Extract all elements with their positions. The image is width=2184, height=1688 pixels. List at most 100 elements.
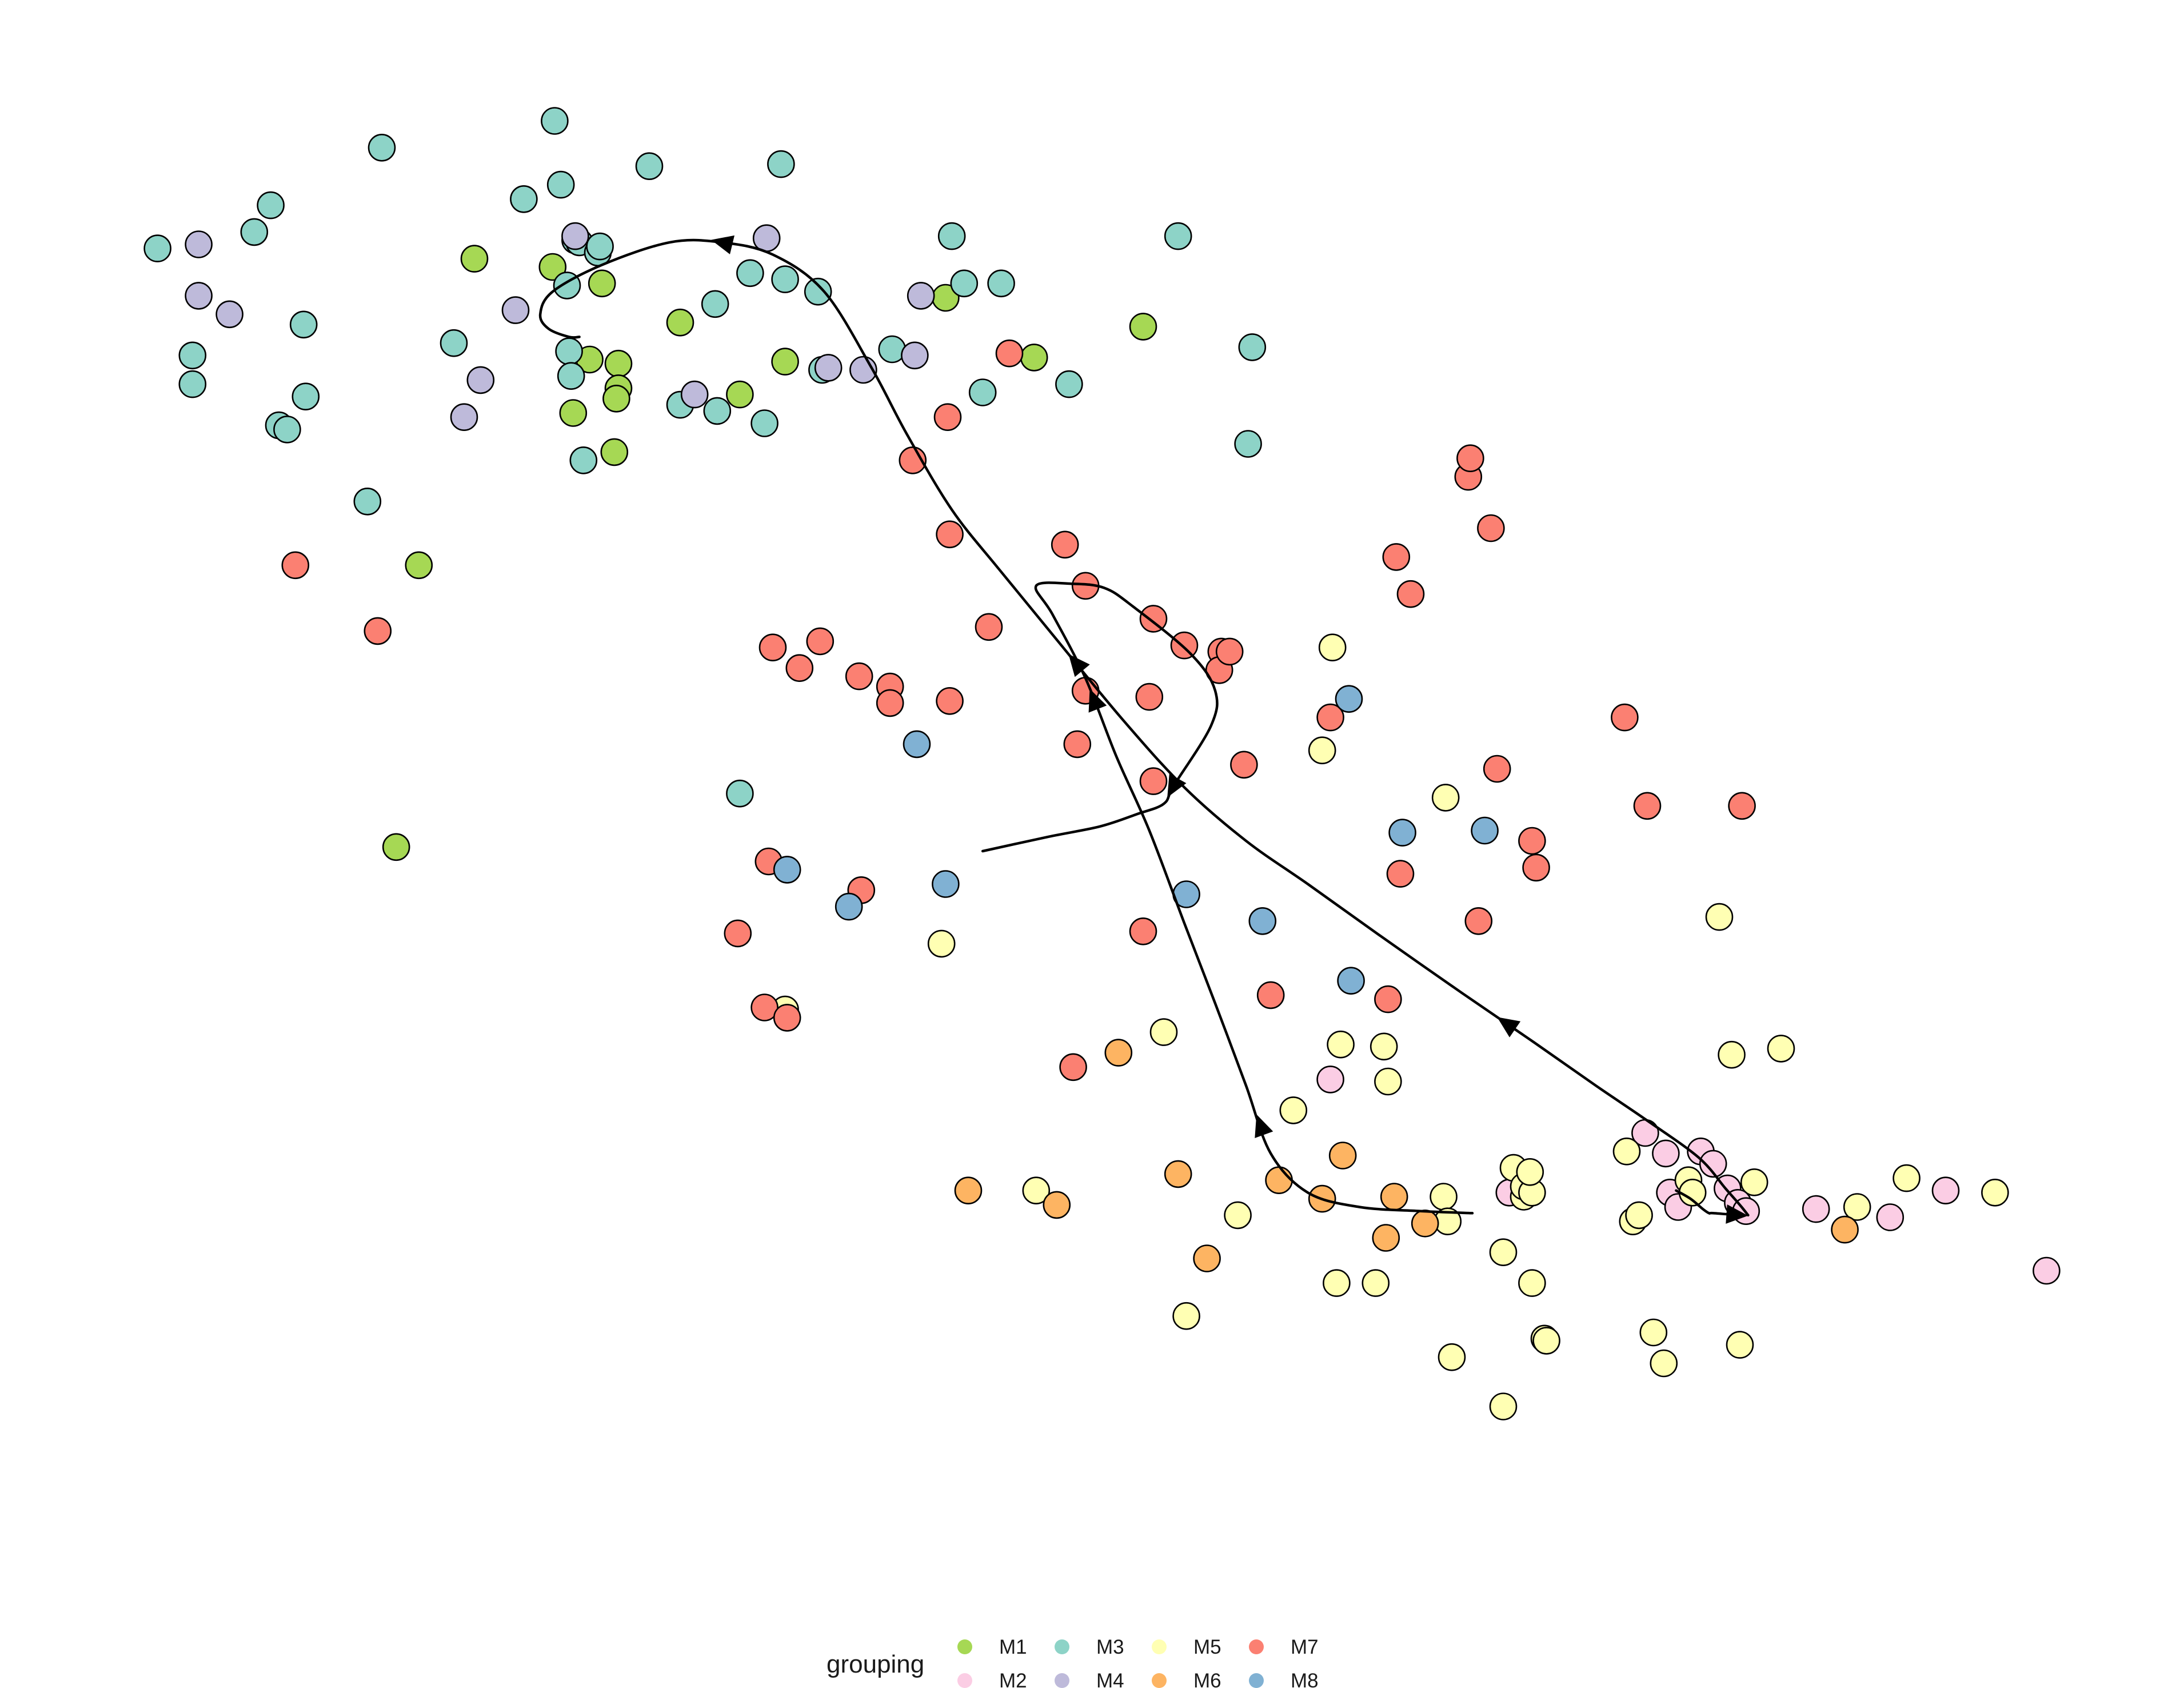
data-point-m3: [1238, 333, 1267, 361]
data-point-m3: [178, 341, 207, 370]
data-point-m7: [724, 919, 752, 948]
data-point-m3: [143, 234, 171, 262]
data-point-m7: [1396, 580, 1425, 608]
trajectory-curve: [538, 238, 1750, 1217]
data-point-m5: [1430, 1183, 1458, 1211]
data-point-m1: [666, 308, 694, 337]
data-point-m4: [215, 300, 243, 329]
data-point-m5: [1726, 1331, 1754, 1359]
data-point-m7: [1518, 827, 1546, 855]
data-point-m5: [1370, 1032, 1398, 1061]
data-point-m5: [1438, 1343, 1466, 1371]
data-point-m5: [1740, 1168, 1768, 1196]
data-point-m5: [1224, 1201, 1252, 1230]
data-point-m7: [1611, 703, 1639, 732]
data-point-m1: [405, 551, 433, 580]
data-point-m4: [466, 366, 495, 394]
data-point-m6: [1193, 1244, 1221, 1272]
data-point-m3: [440, 329, 468, 357]
legend-key-m3: [1055, 1639, 1069, 1654]
data-point-m1: [588, 269, 616, 298]
data-point-m6: [1831, 1215, 1859, 1244]
data-point-m8: [835, 892, 863, 921]
data-point-m3: [987, 269, 1015, 298]
data-point-m7: [845, 662, 873, 691]
data-point-m7: [995, 339, 1024, 368]
data-point-m3: [289, 310, 318, 339]
data-point-m3: [368, 133, 396, 162]
data-point-m7: [1256, 981, 1285, 1009]
data-point-m4: [561, 222, 589, 250]
data-point-m7: [936, 687, 964, 715]
legend-key-m1: [957, 1639, 972, 1654]
data-point-m5: [1639, 1318, 1668, 1347]
trajectory-curve: [981, 581, 1474, 1215]
data-point-m5: [1981, 1179, 2009, 1207]
data-point-m7: [773, 1004, 801, 1032]
legend-label-m6: M6: [1193, 1670, 1221, 1688]
data-point-m3: [240, 218, 269, 246]
data-point-m8: [903, 730, 931, 759]
data-point-m4: [814, 354, 843, 382]
data-point-m7: [975, 613, 1003, 641]
data-point-m4: [501, 296, 530, 324]
data-point-m3: [1164, 222, 1192, 250]
data-point-m3: [569, 446, 598, 474]
data-point-m3: [703, 397, 732, 425]
data-point-m5: [1489, 1392, 1518, 1420]
data-point-m3: [257, 191, 285, 220]
data-point-m8: [1337, 967, 1365, 995]
data-point-m7: [364, 617, 392, 645]
data-point-m7: [750, 993, 778, 1021]
data-point-m4: [907, 282, 935, 310]
data-point-m2: [2033, 1256, 2061, 1285]
data-point-m5: [1431, 784, 1460, 812]
data-point-m7: [281, 551, 310, 580]
data-point-m7: [1139, 605, 1168, 633]
data-point-m7: [1170, 631, 1199, 660]
trajectory-arrowhead: [1255, 1114, 1273, 1138]
trajectory-arrowhead: [1726, 1204, 1748, 1224]
data-point-m3: [1055, 370, 1083, 398]
data-point-m3: [701, 290, 729, 318]
data-point-m5: [1022, 1176, 1051, 1204]
data-point-m3: [736, 259, 764, 288]
data-point-m2: [1652, 1139, 1680, 1168]
data-point-m3: [1234, 430, 1262, 458]
data-point-m3: [771, 265, 799, 293]
data-point-m3: [767, 150, 795, 178]
data-point-m4: [680, 380, 709, 409]
data-point-m3: [726, 779, 754, 808]
data-point-m5: [1650, 1349, 1678, 1378]
data-point-m1: [460, 245, 489, 273]
trajectory-arrowhead: [1088, 689, 1107, 713]
data-point-m5: [1172, 1302, 1200, 1330]
legend-label-m4: M4: [1096, 1670, 1124, 1688]
data-point-m3: [353, 487, 382, 516]
data-point-m5: [1361, 1269, 1390, 1297]
data-point-m5: [1767, 1035, 1795, 1063]
data-point-m1: [1020, 344, 1048, 372]
legend-key-m2: [957, 1673, 972, 1688]
legend-title: grouping: [827, 1650, 924, 1678]
data-point-m4: [185, 282, 213, 310]
data-point-m5: [1705, 903, 1734, 931]
data-point-m3: [273, 415, 301, 444]
data-point-m7: [1382, 543, 1411, 571]
data-point-m3: [968, 378, 997, 406]
data-point-m5: [1612, 1138, 1641, 1166]
data-point-m2: [1316, 1066, 1344, 1094]
data-point-m7: [933, 403, 962, 432]
data-point-m5: [927, 929, 956, 958]
data-point-m1: [726, 380, 754, 409]
data-point-m3: [586, 232, 614, 261]
data-point-m7: [1483, 755, 1511, 783]
data-point-m3: [750, 409, 778, 437]
data-point-m5: [1516, 1158, 1544, 1186]
legend-key-m8: [1249, 1673, 1264, 1688]
data-point-m3: [937, 222, 966, 250]
data-point-m3: [804, 277, 832, 306]
legend-key-m4: [1055, 1673, 1069, 1688]
data-point-m3: [510, 185, 538, 213]
data-point-m4: [450, 403, 478, 432]
